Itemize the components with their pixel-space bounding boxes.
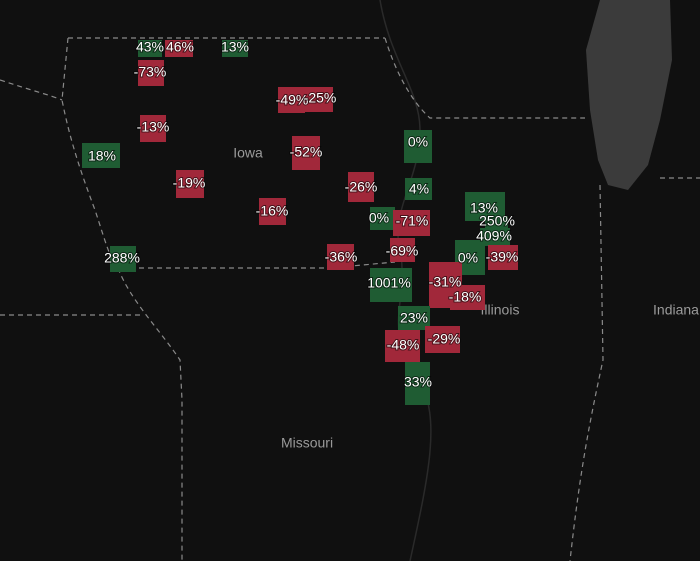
county-region [405,178,432,200]
change-label: -73% [134,64,167,80]
county-region [390,238,415,262]
county-region [480,228,510,246]
change-label: 4% [409,181,429,197]
county-region [398,306,430,330]
county-region [370,268,412,302]
state-label: Indiana [653,302,699,318]
county-region [305,87,333,112]
county-region [292,136,320,170]
county-region [404,130,432,163]
county-region [393,210,430,236]
county-region [485,216,508,230]
county-region [259,198,286,225]
county-region [110,246,136,272]
change-label: -48% [387,337,420,353]
state-border [569,184,604,561]
county-region [425,326,460,353]
change-label: 250% [479,213,515,229]
state-label: Illinois [481,302,520,318]
state-border [384,37,585,119]
county-region [385,330,420,362]
change-label: -36% [325,249,358,265]
change-label: 0% [369,210,389,226]
change-label: -16% [256,203,289,219]
change-label: 0% [408,134,428,150]
regions: 43% 46% 13% -73% -49%-25% -13% 18% -52% 0% -19% -2… [82,38,519,405]
change-label: 288% [104,250,140,266]
change-label: 43% [136,39,164,55]
change-label: -52% [290,144,323,160]
county-region [222,40,248,57]
state-border [117,267,183,561]
lake-michigan [586,0,672,190]
change-label: -25% [304,90,337,106]
change-label: -29% [428,331,461,347]
change-label: -49% [276,92,309,108]
change-label: 46% [166,39,194,55]
state-label: Iowa [233,145,263,161]
state-label: Missouri [281,435,333,451]
change-label: -31% [429,274,462,290]
change-label: 13% [470,200,498,216]
county-region [278,87,305,113]
county-region [140,115,166,142]
county-region [176,170,204,198]
state-border [0,79,63,101]
change-label: -18% [449,289,482,305]
county-region [327,244,354,270]
change-label: -69% [386,243,419,259]
change-label: 18% [88,148,116,164]
change-label: 33% [404,374,432,390]
county-region [165,40,193,57]
county-region [348,172,374,202]
change-label: -71% [396,213,429,229]
change-label: -13% [137,119,170,135]
county-region [450,285,485,310]
change-label: 1001% [367,275,411,291]
change-label: -39% [486,249,519,265]
county-region [138,60,164,86]
change-label: 23% [400,310,428,326]
county-region [488,245,518,270]
change-label: 409% [476,228,512,244]
county-region [370,207,395,230]
change-label: 0% [458,250,478,266]
change-label: -26% [345,179,378,195]
county-region [138,40,162,57]
county-region [82,143,120,168]
change-label: -19% [173,175,206,191]
change-label: 13% [221,39,249,55]
county-region [405,362,430,405]
